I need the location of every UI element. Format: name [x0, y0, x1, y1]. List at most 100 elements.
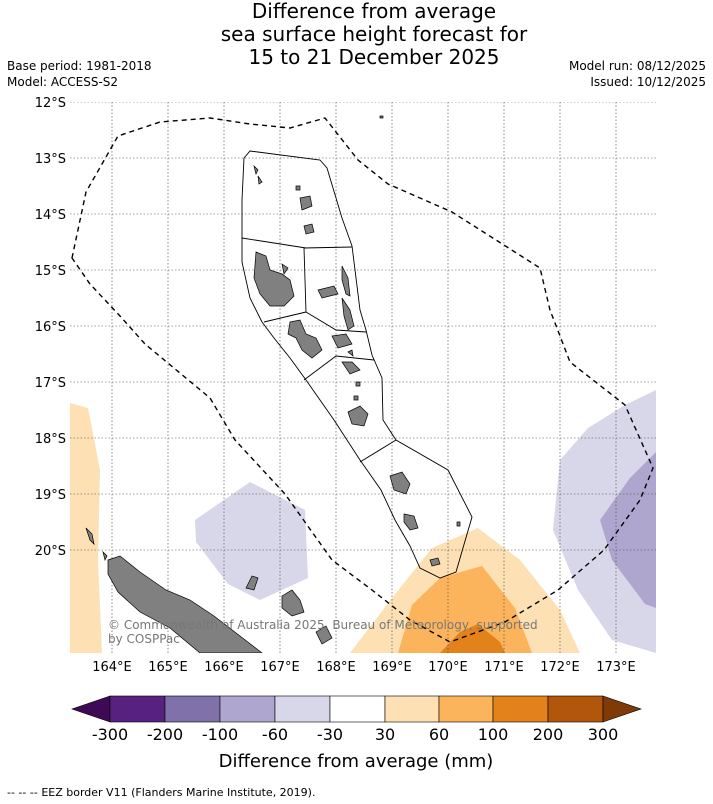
islands	[85, 115, 461, 653]
islet-west-1	[102, 550, 108, 562]
eez-legend-text: EEZ border V11 (Flanders Marine Institut…	[41, 786, 316, 799]
colorbar-tick-200: 200	[533, 725, 564, 744]
title-line-2: sea surface height forecast for	[220, 22, 528, 46]
colorbar-bin-5	[329, 695, 386, 723]
loyalty-island-mare	[315, 625, 333, 645]
lat-label-15s: 15°S	[35, 264, 66, 279]
loyalty-island-lifou	[281, 589, 305, 617]
colorbar-bin-7	[438, 695, 494, 723]
lat-label-14s: 14°S	[35, 208, 66, 223]
colorbar-bin-3	[219, 695, 276, 723]
lat-label-13s: 13°S	[35, 152, 66, 167]
model-run: Model run: 08/12/2025	[568, 59, 706, 73]
run-info: Model run: 08/12/2025 Issued: 10/12/2025	[569, 58, 706, 90]
eez-border	[71, 117, 654, 643]
anomaly-se-100-200	[440, 624, 505, 653]
colorbar-bin-6	[384, 695, 440, 723]
archipelago-outline	[241, 150, 473, 579]
lon-label-173e: 173°E	[596, 660, 636, 675]
copyright-notice: © Commonwealth of Australia 2025, Bureau…	[108, 618, 538, 646]
pentecost-island	[341, 297, 355, 331]
islet-belep	[85, 527, 95, 546]
lon-label-169e: 169°E	[372, 660, 412, 675]
model-info: Base period: 1981-2018 Model: ACCESS-S2	[7, 58, 152, 90]
lon-label-172e: 172°E	[540, 660, 580, 675]
longitude-labels: 164°E 165°E 166°E 167°E 168°E 169°E 170°…	[92, 660, 636, 675]
emae-island	[353, 395, 359, 401]
tanna-island	[403, 513, 419, 531]
anomaly-field	[70, 390, 656, 653]
lat-label-12s: 12°S	[35, 96, 66, 111]
loyalty-island-ouvea	[245, 575, 259, 591]
model-name: Model: ACCESS-S2	[7, 75, 119, 89]
lat-label-16s: 16°S	[35, 320, 66, 335]
province-line-malampa-shefa	[303, 355, 375, 381]
province-line-north-south	[303, 247, 307, 313]
torres-island-2	[257, 175, 263, 185]
colorbar-tick-neg60: -60	[262, 725, 288, 744]
colorbar-bin-8	[492, 695, 549, 723]
islet-north	[379, 115, 384, 119]
torres-island	[253, 164, 259, 176]
title-line-3: 15 to 21 December 2025	[248, 45, 500, 69]
lon-label-170e: 170°E	[428, 660, 468, 675]
colorbar-title: Difference from average (mm)	[219, 751, 494, 772]
lon-label-165e: 165°E	[148, 660, 188, 675]
colorbar-arrow-low	[71, 695, 111, 723]
map-area	[70, 102, 656, 653]
erromango-island	[389, 471, 411, 495]
latitude-labels: 12°S 13°S 14°S 15°S 16°S 17°S 18°S 19°S …	[35, 96, 66, 559]
colorbar-tick-60: 60	[429, 725, 449, 744]
colorbar-tick-neg30: -30	[317, 725, 343, 744]
lon-label-166e: 166°E	[204, 660, 244, 675]
province-line-east-west	[303, 246, 353, 249]
lon-label-164e: 164°E	[92, 660, 132, 675]
futuna-island	[456, 521, 461, 527]
colorbar-tick-neg100: -100	[202, 725, 238, 744]
colorbar-bin-2	[164, 695, 221, 723]
ambrym-island	[331, 333, 353, 349]
colorbar-tick-neg300: -300	[92, 725, 128, 744]
malo-island	[281, 263, 289, 275]
province-boundaries	[241, 150, 473, 579]
colorbar-ticks: -300 -200 -100 -60 -30 30 60 100 200 300	[92, 725, 618, 744]
lat-label-18s: 18°S	[35, 432, 66, 447]
tongoa-island	[355, 381, 361, 387]
lat-label-20s: 20°S	[35, 544, 66, 559]
lat-label-19s: 19°S	[35, 488, 66, 503]
colorbar-bin-9	[547, 695, 604, 723]
vanua-lava-island	[299, 195, 313, 211]
colorbar-tick-300: 300	[588, 725, 619, 744]
ureparapara-island	[295, 185, 301, 191]
maewo-island	[341, 265, 351, 297]
aneityum-island	[429, 557, 441, 567]
ambae-island	[317, 285, 339, 299]
map-title: Difference from average sea surface heig…	[0, 0, 713, 69]
anomaly-east-neg60-100	[600, 452, 656, 608]
lon-label-167e: 167°E	[260, 660, 300, 675]
title-line-1: Difference from average	[251, 0, 497, 23]
colorbar-arrow-high	[602, 695, 642, 723]
colorbar-bin-1	[109, 695, 166, 723]
lon-label-171e: 171°E	[484, 660, 524, 675]
eez-legend-symbol: -- -- --	[7, 786, 38, 799]
province-line-shefa-tafea	[359, 439, 397, 463]
colorbar	[71, 695, 642, 723]
issued-date: Issued: 10/12/2025	[590, 75, 706, 89]
province-line-torba-sanma	[241, 237, 307, 249]
lat-label-17s: 17°S	[35, 376, 66, 391]
malakula-island	[287, 319, 323, 359]
base-period: Base period: 1981-2018	[7, 59, 152, 73]
colorbar-tick-30: 30	[375, 725, 395, 744]
copyright-line-1: © Commonwealth of Australia 2025, Bureau…	[108, 618, 538, 632]
lon-label-168e: 168°E	[316, 660, 356, 675]
province-line-penama	[305, 311, 367, 333]
new-caledonia-island	[107, 555, 263, 653]
colorbar-bin-4	[274, 695, 331, 723]
colorbar-tick-100: 100	[478, 725, 509, 744]
paama-island	[347, 349, 354, 357]
footer-legend: -- -- -- EEZ border V11 (Flanders Marine…	[7, 786, 315, 799]
colorbar-tick-neg200: -200	[147, 725, 183, 744]
efate-island	[347, 405, 369, 427]
